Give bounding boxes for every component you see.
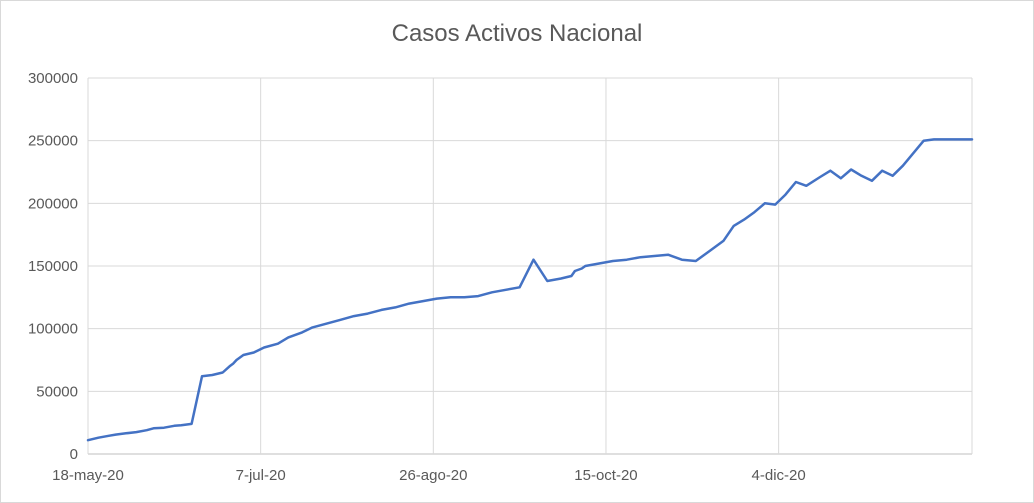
y-tick-label: 150000 <box>28 258 78 275</box>
chart-title: Casos Activos Nacional <box>391 20 643 47</box>
y-tick-label: 100000 <box>28 321 78 338</box>
y-tick-label: 250000 <box>28 133 78 150</box>
y-tick-label: 300000 <box>28 70 78 87</box>
x-tick-label: 15-oct-20 <box>574 467 637 484</box>
x-tick-label: 26-ago-20 <box>399 467 467 484</box>
x-tick-label: 18-may-20 <box>52 467 124 484</box>
y-tick-label: 0 <box>70 446 78 463</box>
gridlines <box>87 77 973 455</box>
y-tick-label: 200000 <box>28 195 78 212</box>
x-tick-label: 4-dic-20 <box>752 467 806 484</box>
x-tick-label: 7-jul-20 <box>236 467 286 484</box>
y-tick-label: 50000 <box>36 383 78 400</box>
y-axis-tick-labels: 0 50000 100000 150000 200000 250000 300000 <box>28 70 78 463</box>
x-axis-tick-labels: 18-may-20 7-jul-20 26-ago-20 15-oct-20 4-dic… <box>52 467 806 484</box>
series-layer <box>86 138 974 442</box>
series-line-0 <box>86 138 974 442</box>
